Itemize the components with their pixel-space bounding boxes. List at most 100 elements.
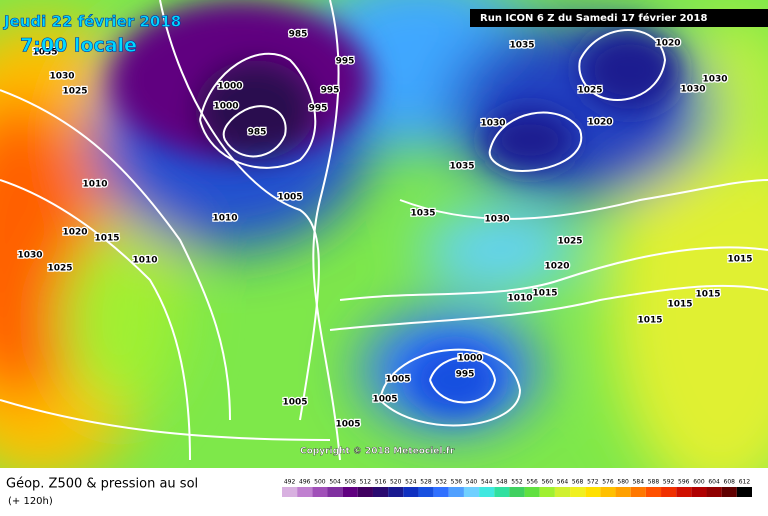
scale-swatch <box>736 487 752 497</box>
isobar-label: 1005 <box>385 375 410 385</box>
isobar-label: 1015 <box>667 300 692 310</box>
isobar-label: 1000 <box>213 102 238 112</box>
scale-swatch <box>645 487 662 497</box>
scale-swatch <box>403 487 419 497</box>
isobar-label: 1030 <box>49 72 74 82</box>
isobars <box>0 0 768 461</box>
scale-label: 496 <box>299 479 311 486</box>
scale-swatch <box>676 487 692 497</box>
isobar-label: 1015 <box>727 255 752 265</box>
scale-label: 612 <box>739 479 751 486</box>
scale-swatch <box>433 487 449 497</box>
isobar-label: 1020 <box>62 228 87 238</box>
isobar-label: 1015 <box>532 289 557 299</box>
scale-swatch <box>372 487 389 497</box>
isobar-label: 1005 <box>277 193 302 203</box>
scale-label: 556 <box>526 479 538 486</box>
scale-label: 516 <box>375 479 387 486</box>
scale-label: 524 <box>405 479 417 486</box>
scale-swatch <box>630 487 646 497</box>
scale-swatch <box>615 487 631 497</box>
scale-label: 548 <box>496 479 508 486</box>
scale-label: 500 <box>314 479 326 486</box>
scale-label: 560 <box>542 479 554 486</box>
isobar-label: 1005 <box>372 395 397 405</box>
scale-label: 532 <box>435 479 447 486</box>
forecast-time: 7:00 locale <box>20 35 137 57</box>
scale-swatch <box>312 487 328 497</box>
scale-swatch <box>494 487 510 497</box>
isobar-label: 1000 <box>217 82 242 92</box>
footer-title: Géop. Z500 & pression au sol <box>6 477 198 492</box>
scale-label: 536 <box>451 479 463 486</box>
scale-label: 552 <box>511 479 523 486</box>
scale-label: 540 <box>466 479 478 486</box>
isobar-label: 1035 <box>509 41 534 51</box>
footer-lead: (+ 120h) <box>8 496 53 507</box>
isobar-label: 1020 <box>587 118 612 128</box>
isobar-label: 1020 <box>655 39 680 49</box>
scale-label: 580 <box>617 479 629 486</box>
scale-label: 584 <box>633 479 645 486</box>
scale-swatch <box>388 487 404 497</box>
scale-swatch <box>463 487 480 497</box>
scale-label: 544 <box>481 479 493 486</box>
isobar-label: 1010 <box>212 214 237 224</box>
isobar-label: 1010 <box>82 180 107 190</box>
isobar-label: 995 <box>456 370 475 380</box>
scale-label: 608 <box>724 479 736 486</box>
scale-swatch <box>570 487 586 497</box>
isobar-label: 1000 <box>457 354 482 364</box>
isobar-label: 1030 <box>484 215 509 225</box>
scale-swatch <box>297 487 313 497</box>
copyright: Copyright © 2018 Meteociel.fr <box>300 447 455 457</box>
isobar-label: 995 <box>336 57 355 67</box>
isobar-label: 1025 <box>577 86 602 96</box>
isobar-label: 1030 <box>680 85 705 95</box>
scale-label: 604 <box>708 479 720 486</box>
isobar-labels: 1035 1030 1025 1010 1020 1015 1030 1025 1010 1010… <box>16 28 754 431</box>
color-scale: 492 496 500 504 508 512 516 520 524 528 532 536 540 5… <box>282 479 752 497</box>
scale-label: 508 <box>344 479 356 486</box>
scale-swatch <box>479 487 495 497</box>
scale-swatch <box>357 487 373 497</box>
isobar-label: 985 <box>289 30 308 40</box>
isobar-label: 995 <box>309 104 328 114</box>
isobar-label: 1035 <box>410 209 435 219</box>
isobar-label: 1025 <box>557 237 582 247</box>
isobar-label: 1030 <box>17 251 42 261</box>
scale-swatch <box>524 487 540 497</box>
scale-label: 512 <box>360 479 372 486</box>
scale-swatch <box>509 487 525 497</box>
scale-label: 592 <box>663 479 675 486</box>
scale-swatch <box>539 487 555 497</box>
isobar-label: 1005 <box>335 420 360 430</box>
scale-swatch <box>691 487 707 497</box>
isobar-label: 1015 <box>637 316 662 326</box>
run-banner <box>470 9 768 27</box>
isobar-label: 1015 <box>695 290 720 300</box>
scale-swatch <box>585 487 601 497</box>
isobar-label: 1010 <box>132 256 157 266</box>
isobar-label: 1010 <box>507 294 532 304</box>
scale-swatch <box>448 487 464 497</box>
scale-label: 492 <box>284 479 296 486</box>
scale-label: 568 <box>572 479 584 486</box>
forecast-date: Jeudi 22 février 2018 <box>3 13 181 31</box>
scale-swatch <box>418 487 434 497</box>
scale-label: 504 <box>329 479 341 486</box>
scale-swatch <box>706 487 722 497</box>
isobar-label: 1035 <box>449 162 474 172</box>
isobar-label: 985 <box>248 128 267 138</box>
scale-label: 596 <box>678 479 690 486</box>
scale-label: 564 <box>557 479 569 486</box>
scale-swatch <box>721 487 737 497</box>
isobar-label: 1030 <box>480 119 505 129</box>
scale-label: 600 <box>693 479 705 486</box>
isobar-label: 1015 <box>94 234 119 244</box>
scale-label: 528 <box>420 479 432 486</box>
isobar-label: 1005 <box>282 398 307 408</box>
scale-swatch <box>600 487 616 497</box>
isobar-label: 995 <box>321 86 340 96</box>
